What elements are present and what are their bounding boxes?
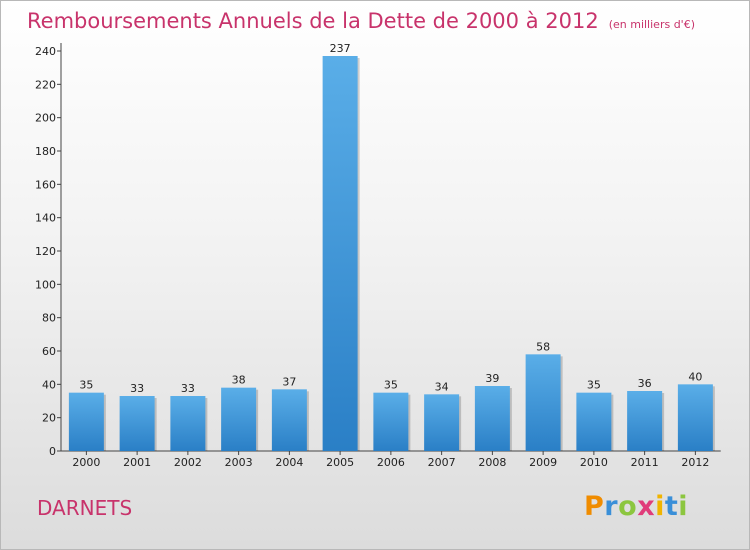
data-label-2006: 35 xyxy=(384,379,398,392)
data-label-2011: 36 xyxy=(638,377,652,390)
data-label-2004: 37 xyxy=(282,375,296,388)
y-tick-label: 160 xyxy=(35,178,56,191)
data-label-2003: 38 xyxy=(232,374,246,387)
x-tick-label: 2001 xyxy=(123,456,151,469)
y-tick-label: 240 xyxy=(35,45,56,58)
proxiti-logo: Proxiti xyxy=(584,491,688,522)
x-tick-label: 2002 xyxy=(174,456,202,469)
data-label-2007: 34 xyxy=(435,380,449,393)
logo-letter: t xyxy=(664,491,679,522)
y-tick-label: 80 xyxy=(42,312,56,325)
chart-title-text: Remboursements Annuels de la Dette de 20… xyxy=(27,9,599,33)
bar-2008 xyxy=(474,386,510,451)
commune-name: DARNETS xyxy=(37,496,133,520)
bar-2002 xyxy=(170,396,206,451)
bar-2001 xyxy=(119,396,155,451)
data-label-2001: 33 xyxy=(130,382,144,395)
bar-2012 xyxy=(677,384,713,451)
logo-letter: o xyxy=(618,491,638,522)
bar-2007 xyxy=(424,394,460,451)
y-tick-label: 60 xyxy=(42,345,56,358)
bars xyxy=(68,56,715,451)
chart-unit: (en milliers d'€) xyxy=(608,18,695,31)
x-tick-label: 2004 xyxy=(275,456,303,469)
logo-letter: i xyxy=(678,491,689,522)
bar-2009 xyxy=(525,354,561,451)
bar-2000 xyxy=(68,392,104,451)
y-tick-label: 120 xyxy=(35,245,56,258)
y-tick-label: 200 xyxy=(35,112,56,125)
data-label-2008: 39 xyxy=(485,372,499,385)
chart-title: Remboursements Annuels de la Dette de 20… xyxy=(27,9,695,33)
data-label-2010: 35 xyxy=(587,379,601,392)
data-labels: 35 33 33 38 37 237 35 34 39 58 35 36 40 xyxy=(79,42,702,395)
bar-2006 xyxy=(373,392,409,451)
x-tick-label: 2003 xyxy=(225,456,253,469)
x-axis: 2000 2001 2002 2003 2004 2005 2006 2007 2008 2009… xyxy=(61,450,721,469)
x-tick-label: 2006 xyxy=(377,456,405,469)
logo-letter: x xyxy=(637,491,656,522)
data-label-2012: 40 xyxy=(688,370,702,383)
x-tick-label: 2008 xyxy=(478,456,506,469)
x-tick-label: 2005 xyxy=(326,456,354,469)
bar-2005 xyxy=(322,56,358,451)
bar-2003 xyxy=(221,387,257,451)
x-tick-label: 2000 xyxy=(72,456,100,469)
data-label-2000: 35 xyxy=(79,379,93,392)
logo-letter: i xyxy=(655,491,665,522)
x-tick-label: 2010 xyxy=(580,456,608,469)
bar-2011 xyxy=(627,391,663,451)
y-tick-label: 40 xyxy=(42,378,56,391)
y-tick-label: 140 xyxy=(35,212,56,225)
x-tick-label: 2011 xyxy=(631,456,659,469)
x-tick-label: 2009 xyxy=(529,456,557,469)
y-tick-label: 220 xyxy=(35,78,56,91)
logo-letter: P xyxy=(584,491,605,522)
data-label-2002: 33 xyxy=(181,382,195,395)
y-axis: 0 20 40 60 80 100 120 140 160 180 200 220 240 xyxy=(35,43,62,458)
bar-2010 xyxy=(576,392,612,451)
y-tick-label: 0 xyxy=(49,445,56,458)
y-tick-label: 20 xyxy=(42,412,56,425)
data-label-2009: 58 xyxy=(536,340,550,353)
x-tick-label: 2007 xyxy=(428,456,456,469)
logo-letter: r xyxy=(604,491,619,522)
bar-2004 xyxy=(271,389,307,451)
data-label-2005: 237 xyxy=(330,42,351,55)
y-tick-label: 100 xyxy=(35,278,56,291)
x-tick-label: 2012 xyxy=(681,456,709,469)
y-tick-label: 180 xyxy=(35,145,56,158)
